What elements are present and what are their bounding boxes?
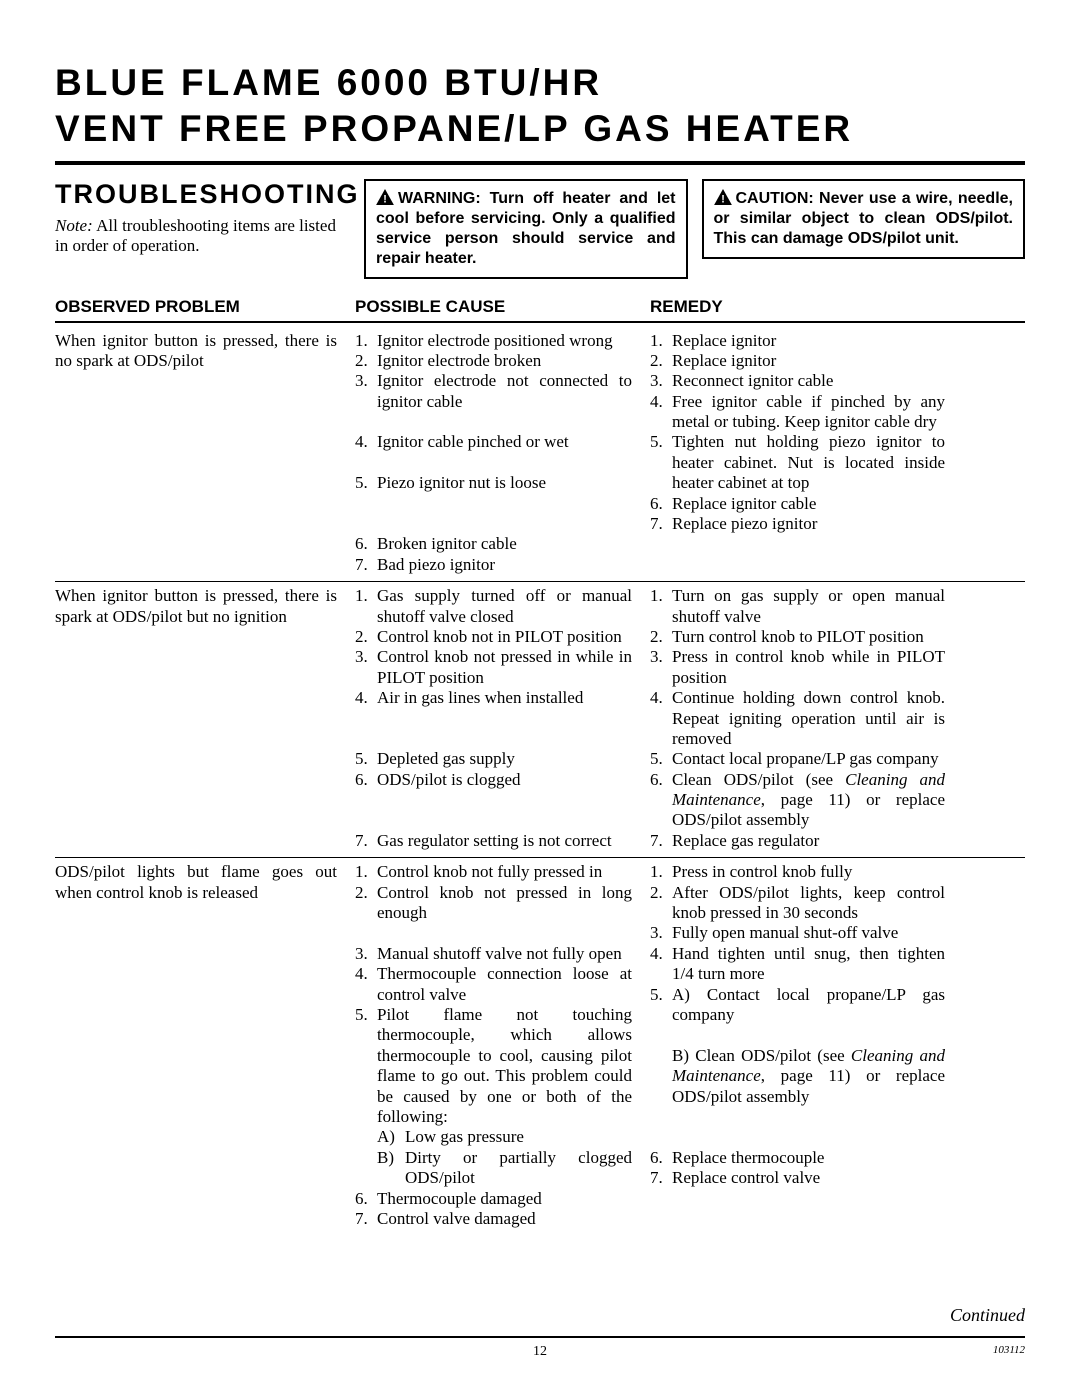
- list-item: 1.Gas supply turned off or manual shutof…: [355, 586, 632, 627]
- problem-cell: When ignitor button is pressed, there is…: [55, 331, 355, 576]
- header-observed: OBSERVED PROBLEM: [55, 297, 355, 317]
- list-item: 7.Control valve damaged: [355, 1209, 632, 1229]
- list-item: 3.Ignitor electrode not connected to ign…: [355, 371, 632, 432]
- list-item: 4.Thermocouple connection loose at contr…: [355, 964, 632, 1005]
- page-title: BLUE FLAME 6000 BTU/HR VENT FREE PROPANE…: [55, 60, 1025, 165]
- page-footer: 12 103112: [55, 1336, 1025, 1360]
- list-item: 5.Depleted gas supply: [355, 749, 632, 769]
- list-item: 6.Thermocouple damaged: [355, 1189, 632, 1209]
- remedy-cell: 1.Turn on gas supply or open manual shut…: [650, 586, 945, 851]
- cause-cell: 1.Ignitor electrode positioned wrong2.Ig…: [355, 331, 650, 576]
- list-item: 4.Free ignitor cable if pinched by any m…: [650, 392, 945, 433]
- remedy-cell: 1.Replace ignitor2.Replace ignitor3.Reco…: [650, 331, 945, 576]
- warning-icon: !: [376, 189, 394, 205]
- list-item: 4.Hand tighten until snug, then tighten …: [650, 944, 945, 985]
- list-item: 1.Turn on gas supply or open manual shut…: [650, 586, 945, 627]
- list-item: 5.A) Contact local propane/LP gas compan…: [650, 985, 945, 1148]
- list-item: 2.Turn control knob to PILOT position: [650, 627, 945, 647]
- list-item: 1.Ignitor electrode positioned wrong: [355, 331, 632, 351]
- table-row: ODS/pilot lights but flame goes out when…: [55, 858, 1025, 1235]
- list-item: 7.Bad piezo ignitor: [355, 555, 632, 575]
- warning-box: ! WARNING: Turn off heater and let cool …: [364, 179, 688, 279]
- list-item: 1.Press in control knob fully: [650, 862, 945, 882]
- list-item: 7.Replace control valve: [650, 1168, 945, 1188]
- table-row: When ignitor button is pressed, there is…: [55, 582, 1025, 858]
- section-block: TROUBLESHOOTING Note: All troubleshootin…: [55, 179, 350, 257]
- list-item: 6.Broken ignitor cable: [355, 534, 632, 554]
- top-row: TROUBLESHOOTING Note: All troubleshootin…: [55, 179, 1025, 279]
- caution-box: ! CAUTION: Never use a wire, needle, or …: [702, 179, 1026, 259]
- caution-icon: !: [714, 189, 732, 205]
- list-item: 3.Press in control knob while in PILOT p…: [650, 647, 945, 688]
- list-item: 5.Contact local propane/LP gas company: [650, 749, 945, 769]
- list-item: 3.Control knob not pressed in while in P…: [355, 647, 632, 688]
- caution-text: CAUTION: Never use a wire, needle, or si…: [714, 190, 1014, 247]
- list-item: 5.Piezo ignitor nut is loose: [355, 473, 632, 534]
- problem-cell: When ignitor button is pressed, there is…: [55, 586, 355, 851]
- note-body: All troubleshooting items are listed in …: [55, 216, 336, 255]
- doc-number: 103112: [993, 1344, 1025, 1356]
- list-item: 5.Tighten nut holding piezo ignitor to h…: [650, 432, 945, 493]
- title-line2: VENT FREE PROPANE/LP GAS HEATER: [55, 108, 853, 149]
- list-item: 4.Continue holding down control knob. Re…: [650, 688, 945, 749]
- warning-text: WARNING: Turn off heater and let cool be…: [376, 190, 676, 267]
- page-number: 12: [533, 1344, 547, 1360]
- list-item: 3.Reconnect ignitor cable: [650, 371, 945, 391]
- troubleshooting-table: When ignitor button is pressed, there is…: [55, 327, 1025, 1236]
- list-item: 1.Replace ignitor: [650, 331, 945, 351]
- list-item: 2.After ODS/pilot lights, keep control k…: [650, 883, 945, 924]
- section-heading: TROUBLESHOOTING: [55, 179, 350, 210]
- list-item: 6.Replace thermocouple: [650, 1148, 945, 1168]
- list-item: 4.Air in gas lines when installed: [355, 688, 632, 749]
- list-item: 2.Replace ignitor: [650, 351, 945, 371]
- continued-label: Continued: [55, 1305, 1025, 1326]
- list-item: 5.Pilot flame not touching thermocouple,…: [355, 1005, 632, 1189]
- header-cause: POSSIBLE CAUSE: [355, 297, 650, 317]
- list-item: 6.Replace ignitor cable: [650, 494, 945, 514]
- remedy-cell: 1.Press in control knob fully2.After ODS…: [650, 862, 945, 1229]
- column-headers: OBSERVED PROBLEM POSSIBLE CAUSE REMEDY: [55, 297, 1025, 323]
- svg-text:!: !: [721, 193, 725, 205]
- list-item: 2.Control knob not pressed in long enoug…: [355, 883, 632, 944]
- svg-text:!: !: [383, 193, 387, 205]
- list-item: 7.Replace piezo ignitor: [650, 514, 945, 534]
- note-label: Note:: [55, 216, 93, 235]
- problem-cell: ODS/pilot lights but flame goes out when…: [55, 862, 355, 1229]
- cause-cell: 1.Control knob not fully pressed in2.Con…: [355, 862, 650, 1229]
- list-item: 7.Gas regulator setting is not correct: [355, 831, 632, 851]
- list-item: 7.Replace gas regulator: [650, 831, 945, 851]
- list-item: 4.Ignitor cable pinched or wet: [355, 432, 632, 473]
- list-item: 6.ODS/pilot is clogged: [355, 770, 632, 831]
- list-item: 3.Fully open manual shut-off valve: [650, 923, 945, 943]
- header-remedy: REMEDY: [650, 297, 945, 317]
- list-item: 3.Manual shutoff valve not fully open: [355, 944, 632, 964]
- list-item: 6.Clean ODS/pilot (see Cleaning and Main…: [650, 770, 945, 831]
- list-item: 1.Control knob not fully pressed in: [355, 862, 632, 882]
- cause-cell: 1.Gas supply turned off or manual shutof…: [355, 586, 650, 851]
- title-line1: BLUE FLAME 6000 BTU/HR: [55, 62, 602, 103]
- list-item: 2.Control knob not in PILOT position: [355, 627, 632, 647]
- table-row: When ignitor button is pressed, there is…: [55, 327, 1025, 583]
- list-item: 2.Ignitor electrode broken: [355, 351, 632, 371]
- note-text: Note: All troubleshooting items are list…: [55, 216, 350, 257]
